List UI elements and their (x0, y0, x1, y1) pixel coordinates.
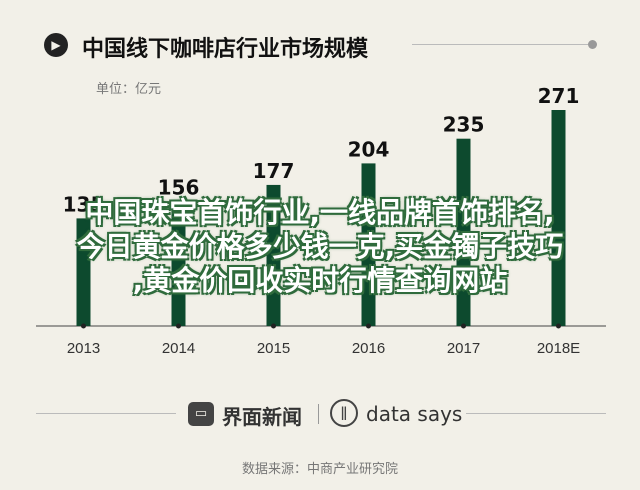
play-circle-icon: ▶ (44, 33, 68, 57)
chart-title-row: ▶ 中国线下咖啡店行业市场规模 (44, 30, 604, 62)
tick-label-2014: 2014 (162, 340, 195, 357)
data-label-2018E: 271 (538, 84, 580, 108)
bar-2013 (76, 218, 91, 326)
data-source: 数据来源：中商产业研究院 (241, 462, 398, 477)
brand-jiemian: 界面新闻 (222, 405, 302, 429)
tick-label-2017: 2017 (447, 340, 480, 357)
headline-line-2: 今日黄金价格多少钱一克,买金镯子技巧 (76, 230, 564, 263)
headline-line-3: ,黄金价回收实时行情查询网站 (132, 264, 508, 297)
tick-label-2013: 2013 (67, 340, 100, 357)
data-label-2015: 177 (253, 159, 295, 183)
title-rule (412, 44, 588, 45)
bar-2016 (361, 163, 376, 326)
footer-rule-right (466, 413, 606, 414)
bar-2018E (551, 110, 566, 326)
footer-rule-left (36, 413, 176, 414)
tick-label-2018E: 2018E (537, 340, 580, 357)
headline-line-1: 中国珠宝首饰行业,一线品牌首饰排名, (85, 196, 555, 229)
data-label-2014: 156 (158, 176, 200, 200)
title-rule-end (588, 40, 597, 49)
tick-label-2015: 2015 (257, 340, 290, 357)
tick-dot-2017 (461, 323, 466, 329)
tick-dot-2013 (81, 323, 86, 329)
data-label-2013: 135 (63, 192, 105, 216)
bar-2014 (171, 201, 186, 326)
brand-divider (318, 404, 319, 424)
tick-dot-2014 (176, 323, 181, 329)
overlay-headline: 中国珠宝首饰行业,一线品牌首饰排名, 今日黄金价格多少钱一克,买金镯子技巧 ,黄… (0, 196, 640, 298)
tick-dot-2018E (556, 323, 561, 329)
data-label-2017: 235 (443, 113, 485, 137)
data-label-2016: 204 (348, 137, 390, 161)
chart-title: 中国线下咖啡店行业市场规模 (82, 37, 369, 62)
tick-dot-2015 (271, 323, 276, 329)
tick-dot-2016 (366, 323, 371, 329)
unit-label: 单位：亿元 (96, 82, 162, 97)
brand-data-says: data says (366, 402, 463, 426)
news-logo-icon: ▭ (188, 402, 214, 426)
bar-2017 (456, 138, 471, 326)
tick-label-2016: 2016 (352, 340, 385, 357)
sound-wave-icon: ǁ (330, 399, 358, 427)
bar-2015 (266, 184, 281, 326)
